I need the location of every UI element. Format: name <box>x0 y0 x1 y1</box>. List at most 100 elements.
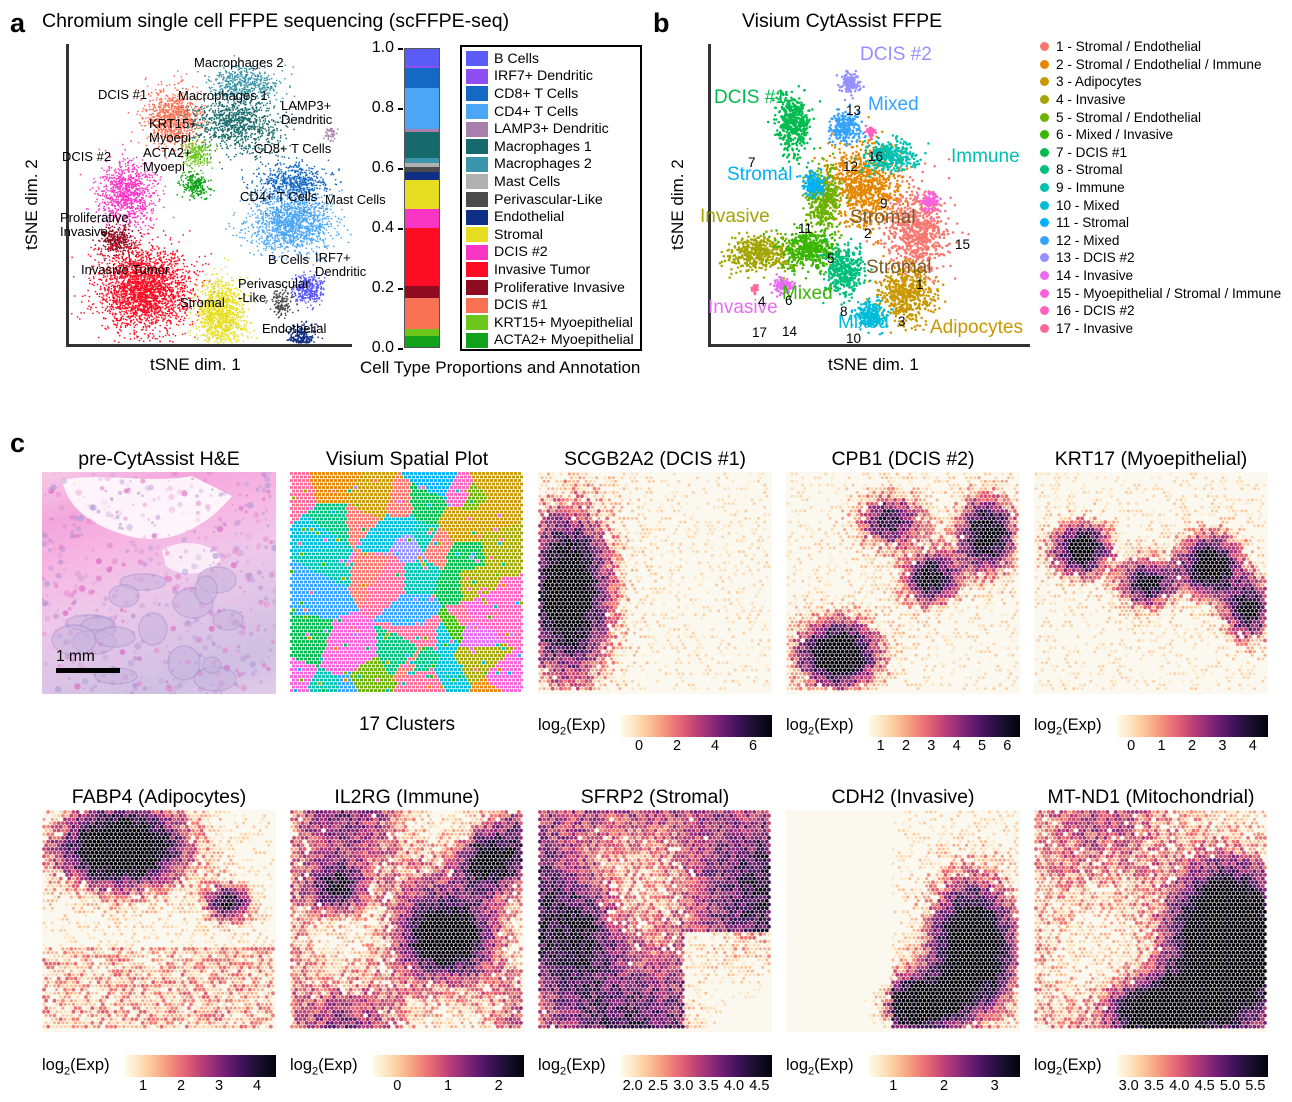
tile-image[interactable] <box>42 810 276 1032</box>
legend-item[interactable]: Stromal <box>466 226 640 244</box>
cell-type-proportion-bar[interactable] <box>404 48 440 348</box>
bar-segment[interactable] <box>405 157 439 164</box>
bar-segment[interactable] <box>405 132 439 158</box>
scale-bar <box>56 668 120 673</box>
bar-segment[interactable] <box>405 179 439 210</box>
tile-image[interactable] <box>786 810 1020 1032</box>
legend-item[interactable]: 12 - Mixed <box>1040 232 1292 250</box>
tile-title: MT-ND1 (Mitochondrial) <box>1048 786 1255 809</box>
visium-cluster-number: 7 <box>748 155 756 170</box>
colorbar-tick-label: 3 <box>203 1078 235 1094</box>
tile-image[interactable] <box>538 810 772 1032</box>
tsne-label-krt15: KRT15+ Myoepi <box>149 117 197 144</box>
legend-color-swatch <box>466 121 488 137</box>
visium-cluster-number: 15 <box>955 237 970 252</box>
colorbar-tick-label: 1 <box>865 738 897 754</box>
tile-image[interactable] <box>538 472 772 694</box>
bar-segment[interactable] <box>405 227 439 287</box>
vis-label-stromal-11: Stromal <box>727 165 792 185</box>
bar-segment[interactable] <box>405 128 439 133</box>
visium-tsne-scatter[interactable] <box>711 44 1030 344</box>
visium-legend[interactable]: 1 - Stromal / Endothelial 2 - Stromal / E… <box>1040 38 1292 337</box>
legend-color-dot <box>1040 200 1049 210</box>
legend-item[interactable]: 13 - DCIS #2 <box>1040 249 1292 267</box>
legend-color-swatch <box>466 227 488 243</box>
colorbar-tick-label: 1 <box>432 1078 464 1094</box>
legend-item[interactable]: Macrophages 1 <box>466 138 640 156</box>
bar-segment[interactable] <box>405 209 439 228</box>
colorbar-tick-label: 4 <box>1237 738 1269 754</box>
legend-item-label: 15 - Myoepithelial / Stromal / Immune <box>1056 286 1281 301</box>
legend-item[interactable]: CD8+ T Cells <box>466 85 640 103</box>
legend-item[interactable]: 14 - Invasive <box>1040 267 1292 285</box>
bar-segment[interactable] <box>405 328 439 337</box>
bar-segment[interactable] <box>405 49 439 66</box>
panel-b-xlabel: tSNE dim. 1 <box>828 355 919 375</box>
legend-item[interactable]: DCIS #2 <box>466 244 640 262</box>
legend-item[interactable]: 10 - Mixed <box>1040 196 1292 214</box>
legend-item[interactable]: DCIS #1 <box>466 296 640 314</box>
legend-item[interactable]: 1 - Stromal / Endothelial <box>1040 38 1292 56</box>
legend-item[interactable]: 8 - Stromal <box>1040 161 1292 179</box>
legend-item[interactable]: 17 - Invasive <box>1040 320 1292 338</box>
bar-segment[interactable] <box>405 286 439 299</box>
legend-item[interactable]: Macrophages 2 <box>466 156 640 174</box>
legend-item[interactable]: Endothelial <box>466 208 640 226</box>
colorbar-label: log2(Exp) <box>1034 1056 1102 1077</box>
vis-label-invasive-4: Invasive <box>700 207 770 227</box>
legend-item-label: 16 - DCIS #2 <box>1056 303 1135 318</box>
legend-item[interactable]: 3 - Adipocytes <box>1040 73 1292 91</box>
bar-segment[interactable] <box>405 167 439 173</box>
legend-item[interactable]: 9 - Immune <box>1040 179 1292 197</box>
bar-segment[interactable] <box>405 336 439 347</box>
scffpe-legend[interactable]: B Cells IRF7+ Dendritic CD8+ T Cells CD4+ T… <box>460 45 642 351</box>
legend-item-label: 2 - Stromal / Endothelial / Immune <box>1056 57 1262 72</box>
legend-item[interactable]: CD4+ T Cells <box>466 103 640 121</box>
legend-item-label: Stromal <box>494 227 543 243</box>
tile-image[interactable] <box>290 472 524 694</box>
bar-segment[interactable] <box>405 88 439 129</box>
legend-item[interactable]: 15 - Myoepithelial / Stromal / Immune <box>1040 284 1292 302</box>
vis-label-stromal-2: Stromal <box>850 208 915 228</box>
legend-color-dot <box>1040 218 1049 228</box>
legend-color-swatch <box>466 244 488 260</box>
tile-image[interactable] <box>1034 472 1268 694</box>
legend-item[interactable]: Perivascular-Like <box>466 191 640 209</box>
visium-cluster-number: 8 <box>840 304 848 319</box>
bar-segment[interactable] <box>405 172 439 180</box>
tile-image[interactable] <box>290 810 524 1032</box>
legend-color-dot <box>1040 130 1049 140</box>
bar-segment[interactable] <box>405 65 439 69</box>
legend-color-swatch <box>466 332 488 348</box>
legend-item[interactable]: 4 - Invasive <box>1040 91 1292 109</box>
vis-label-mixed-10: Mixed <box>838 313 889 333</box>
expression-spots <box>864 810 1019 1029</box>
legend-item[interactable]: 5 - Stromal / Endothelial <box>1040 108 1292 126</box>
legend-item[interactable]: Proliferative Invasive <box>466 279 640 297</box>
legend-item[interactable]: 16 - DCIS #2 <box>1040 302 1292 320</box>
legend-item[interactable]: 11 - Stromal <box>1040 214 1292 232</box>
tile-image[interactable] <box>786 472 1020 694</box>
bar-segment[interactable] <box>405 163 439 168</box>
legend-item[interactable]: B Cells <box>466 50 640 68</box>
legend-item[interactable]: Invasive Tumor <box>466 261 640 279</box>
bar-axis-tick <box>398 168 403 170</box>
expression-spots <box>538 472 771 691</box>
visium-tsne-points <box>718 69 970 336</box>
bar-segment[interactable] <box>405 68 439 89</box>
tile-title: SFRP2 (Stromal) <box>581 786 729 809</box>
legend-item[interactable]: 7 - DCIS #1 <box>1040 144 1292 162</box>
bar-segment[interactable] <box>405 298 439 329</box>
tsne-label-acta2: ACTA2+ Myoepi <box>143 146 192 173</box>
legend-item[interactable]: Mast Cells <box>466 173 640 191</box>
legend-item[interactable]: 2 - Stromal / Endothelial / Immune <box>1040 56 1292 74</box>
tile-image[interactable] <box>1034 810 1268 1032</box>
legend-item[interactable]: IRF7+ Dendritic <box>466 68 640 86</box>
tile-image[interactable]: 1 mm <box>42 472 276 694</box>
legend-item[interactable]: KRT15+ Myoepithelial <box>466 314 640 332</box>
legend-item[interactable]: 6 - Mixed / Invasive <box>1040 126 1292 144</box>
vis-label-dcis2-top: DCIS #2 <box>860 45 932 65</box>
legend-item[interactable]: ACTA2+ Myoepithelial <box>466 332 640 350</box>
scffpe-tsne-scatter[interactable] <box>69 44 352 344</box>
legend-item[interactable]: LAMP3+ Dendritic <box>466 120 640 138</box>
